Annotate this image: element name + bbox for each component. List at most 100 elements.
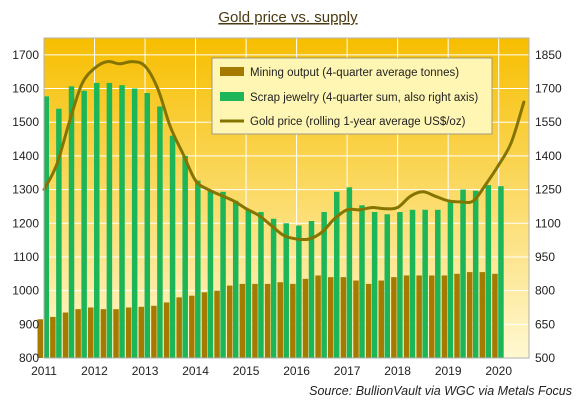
scrap-bar <box>460 189 466 358</box>
left-tick-label: 1700 <box>12 48 39 62</box>
scrap-bar <box>422 209 428 358</box>
right-tick-label: 1700 <box>535 82 562 96</box>
left-tick-label: 1600 <box>12 82 39 96</box>
scrap-bar <box>258 212 264 358</box>
scrap-bar <box>435 209 441 358</box>
mining-bar <box>264 283 271 358</box>
source-note: Source: BullionVault via WGC via Metals … <box>309 384 572 398</box>
right-tick-label: 1850 <box>535 48 562 62</box>
mining-bar <box>290 283 296 358</box>
mining-bar <box>429 275 435 358</box>
legend-label-mining: Mining output (4-quarter average tonnes) <box>250 67 459 79</box>
x-tick-label: 2015 <box>233 364 260 378</box>
x-tick-label: 2018 <box>384 364 411 378</box>
scrap-bar <box>169 135 176 358</box>
left-tick-label: 1200 <box>12 216 39 230</box>
scrap-bar <box>409 209 416 358</box>
scrap-bar <box>359 205 365 358</box>
scrap-bar <box>308 221 315 358</box>
mining-bar <box>252 283 258 358</box>
x-tick-label: 2016 <box>283 364 310 378</box>
scrap-bar <box>144 93 151 358</box>
left-tick-label: 1000 <box>12 284 39 298</box>
scrap-bar <box>333 191 340 358</box>
scrap-bar <box>296 225 302 358</box>
x-tick-label: 2019 <box>435 364 462 378</box>
mining-bar <box>138 306 145 358</box>
scrap-bar <box>472 190 479 358</box>
scrap-bar <box>283 223 289 358</box>
mining-bar <box>454 273 460 358</box>
right-axis-ticks: 500 650 800 950 1100 1250 1400 1550 1700 1850 <box>535 48 562 365</box>
mining-bar <box>201 292 208 358</box>
right-tick-label: 1400 <box>535 149 562 163</box>
legend-swatch-mining <box>220 67 244 76</box>
left-tick-label: 1300 <box>12 183 39 197</box>
scrap-bar <box>498 186 504 358</box>
chart-title: Gold price vs. supply <box>218 9 358 26</box>
mining-bar <box>315 275 321 358</box>
mining-bar <box>378 280 385 358</box>
mining-bar <box>353 280 359 358</box>
x-tick-label: 2012 <box>81 364 108 378</box>
scrap-bar <box>321 212 327 358</box>
scrap-bar <box>68 86 75 358</box>
right-tick-label: 500 <box>535 351 555 365</box>
scrap-bar <box>119 85 125 358</box>
mining-bar <box>214 290 220 358</box>
mining-bar <box>151 305 157 358</box>
x-tick-label: 2020 <box>485 364 512 378</box>
mining-bar <box>50 316 56 358</box>
scrap-bar <box>346 187 353 358</box>
legend-box <box>211 57 493 135</box>
right-tick-label: 800 <box>535 284 555 298</box>
mining-bar <box>37 319 43 358</box>
x-tick-label: 2011 <box>31 364 57 378</box>
scrap-bar <box>106 82 113 358</box>
right-tick-label: 950 <box>535 250 555 264</box>
scrap-bar <box>397 212 403 358</box>
scrap-bar <box>447 200 454 358</box>
scrap-bar <box>207 190 214 358</box>
x-tick-label: 2013 <box>132 364 159 378</box>
source-text: BullionVault via WGC via Metals Focus <box>356 384 572 398</box>
x-tick-label: 2014 <box>182 364 209 378</box>
mining-bar <box>163 302 170 358</box>
scrap-bar <box>157 106 163 358</box>
scrap-bar <box>384 214 391 358</box>
right-tick-label: 1550 <box>535 115 562 129</box>
left-axis-ticks: 800 900 1000 1100 1200 1300 1400 1500 1600 1700 <box>12 48 39 365</box>
mining-bar <box>441 275 448 358</box>
right-tick-label: 1100 <box>535 216 561 230</box>
mining-bar <box>403 275 410 358</box>
plot-border <box>43 37 530 359</box>
scrap-bar <box>94 82 100 358</box>
mining-bar <box>466 272 473 358</box>
mining-bar <box>492 273 498 358</box>
mining-bar <box>327 277 334 358</box>
scrap-bars <box>43 82 504 359</box>
scrap-bar <box>56 108 62 358</box>
x-tick-label: 2017 <box>334 364 361 378</box>
mining-bar <box>239 283 246 358</box>
scrap-bar <box>485 185 492 358</box>
scrap-bar <box>81 90 87 359</box>
right-tick-label: 650 <box>535 317 555 331</box>
legend: Mining output (4-quarter average tonnes)… <box>211 57 493 135</box>
mining-bar <box>391 277 397 358</box>
left-tick-label: 1100 <box>13 250 39 264</box>
right-tick-label: 1250 <box>535 183 562 197</box>
mining-bar <box>479 272 486 358</box>
mining-bar <box>176 297 182 358</box>
mining-bar <box>113 309 119 358</box>
scrap-bar <box>43 96 49 359</box>
mining-bar <box>75 309 81 358</box>
scrap-bar <box>220 191 226 358</box>
legend-swatch-scrap <box>220 92 244 101</box>
mining-bars <box>37 272 498 358</box>
mining-bar <box>416 275 422 358</box>
scrap-bar <box>182 155 188 358</box>
left-tick-label: 1500 <box>12 115 39 129</box>
scrap-bar <box>371 212 378 358</box>
